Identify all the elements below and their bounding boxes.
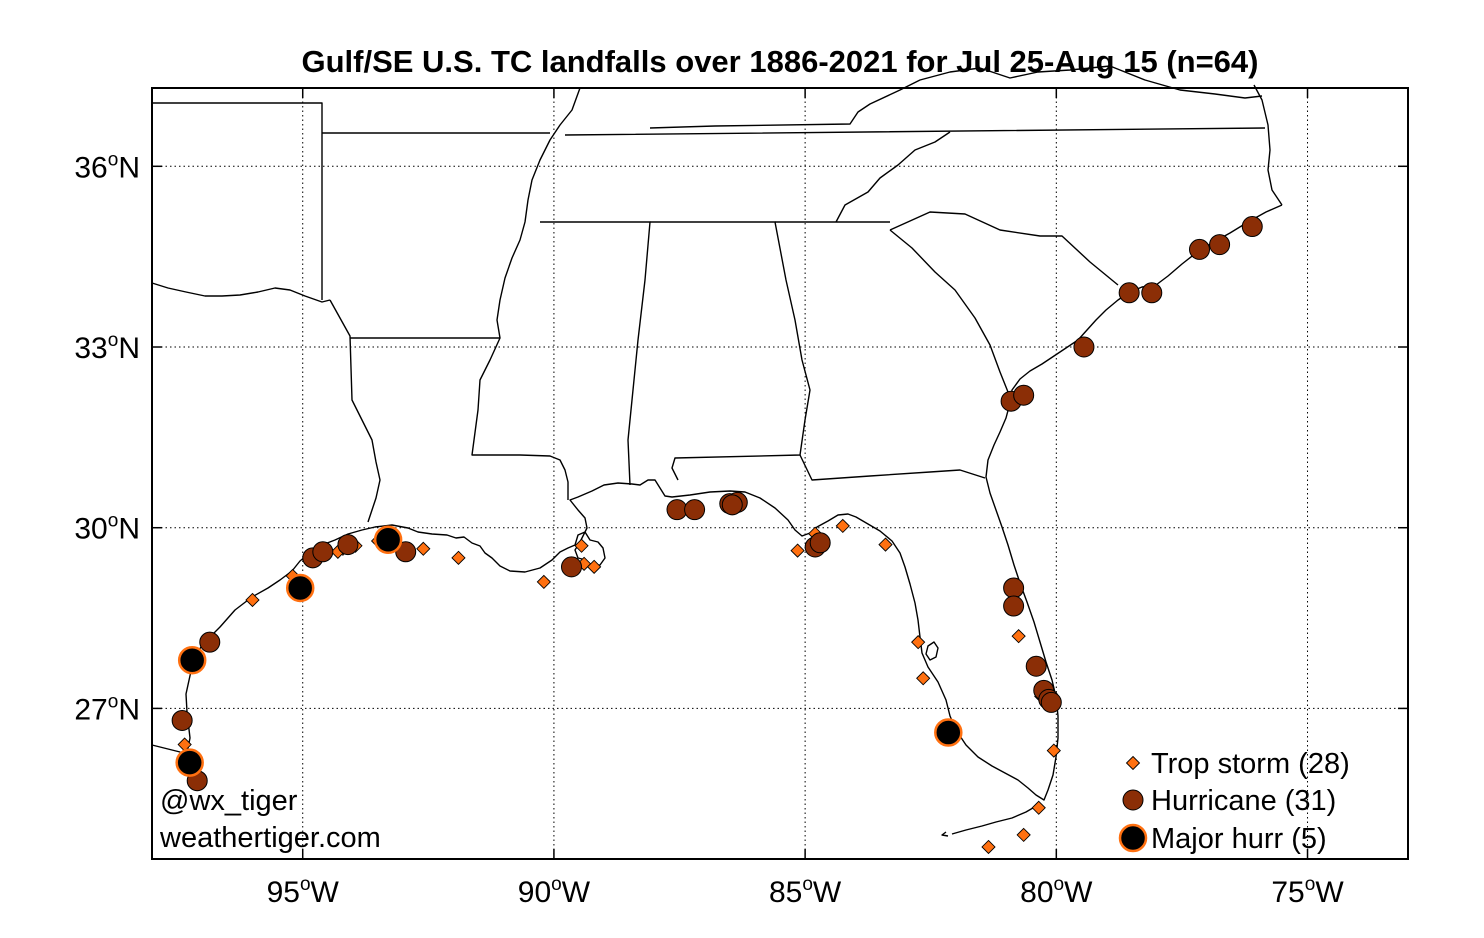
border-tn (564, 127, 1266, 223)
hemisphere-letter: N (118, 332, 140, 365)
legend-label: Trop storm (28) (1151, 748, 1350, 780)
legend-label: Major hurr (5) (1151, 823, 1327, 855)
border-al-ga (650, 221, 811, 481)
y-tick-label: 27oN (74, 691, 140, 726)
y-tick-label: 33oN (74, 330, 140, 365)
hurricane-marker (1025, 655, 1047, 677)
hemisphere-letter: W (311, 876, 340, 909)
hurricane-marker (666, 499, 688, 521)
degree-symbol: o (108, 691, 119, 712)
x-tick-label: 90oW (518, 874, 591, 909)
hurricane-marker (1118, 282, 1140, 304)
hemisphere-letter: W (1315, 876, 1344, 909)
hurricane-marker (312, 541, 334, 563)
lake-okeechobee (925, 641, 939, 661)
hurricane-marker (1141, 282, 1163, 304)
tropical-storm-marker (1016, 827, 1031, 843)
hemisphere-letter: W (813, 876, 842, 909)
y-tick-label: 30oN (74, 511, 140, 546)
tropical-storm-marker (416, 541, 431, 556)
hemisphere-letter: N (118, 693, 140, 726)
border-ga-sc (889, 229, 1009, 393)
tropical-storm-marker (536, 574, 552, 590)
hemisphere-letter: N (118, 151, 140, 184)
hurricane-marker (1241, 216, 1263, 238)
degree-symbol: o (108, 149, 119, 170)
border-nc-sc (889, 211, 1119, 286)
hurricane-marker (1013, 384, 1035, 406)
tropical-storm-marker (451, 550, 466, 565)
tropical-storm-marker (574, 538, 589, 553)
border-mississippi-river (471, 87, 581, 500)
major-hurricane-marker (175, 748, 204, 777)
hurricane-marker (171, 709, 193, 731)
border-tx-ok (152, 102, 550, 300)
x-tick-label: 80oW (1020, 874, 1093, 909)
degree-symbol: o (551, 874, 562, 895)
degree-symbol: o (1054, 874, 1065, 895)
legend-hurricane-marker (1122, 789, 1144, 811)
tropical-storm-marker (1031, 800, 1046, 815)
x-tick-label: 75oW (1271, 874, 1344, 909)
hemisphere-letter: W (1064, 876, 1093, 909)
border-tx-la (329, 299, 381, 523)
degree-symbol: o (108, 511, 119, 532)
y-tick-label: 36oN (74, 149, 140, 184)
major-hurricane-marker (285, 573, 315, 603)
hurricane-marker (337, 534, 359, 556)
tropical-storm-marker (916, 671, 931, 686)
hurricane-marker (1073, 336, 1095, 358)
tropical-storm-marker (790, 543, 805, 558)
graticule (152, 88, 1408, 859)
major-hurricane-marker (177, 645, 207, 675)
border-ky-va (649, 65, 1263, 129)
degree-symbol: o (108, 330, 119, 351)
map-frame (151, 87, 1409, 860)
hurricane-marker (1040, 691, 1062, 713)
axis-ticks: 95oW 90oW 85oW 80oW 75oW 27oN 30oN 33oN 36oN (74, 88, 1408, 909)
hemisphere-letter: W (562, 876, 591, 909)
coastlines-and-borders (151, 65, 1283, 837)
hurricane-marker (684, 499, 706, 521)
degree-symbol: o (802, 874, 813, 895)
tropical-storm-marker (586, 559, 602, 574)
hurricane-marker (199, 631, 221, 653)
tropical-storm-marker (878, 537, 893, 552)
coastline (151, 204, 1283, 801)
tropical-storm-marker (1046, 743, 1061, 758)
tropical-storm-marker (1011, 628, 1026, 644)
tropical-storm-marker (245, 592, 260, 608)
legend-major-hurricane-marker (1118, 823, 1148, 853)
tropical-storm-marker (835, 518, 850, 534)
border-ms-al (540, 221, 651, 486)
hurricane-marker (721, 494, 743, 516)
hurricane-marker (1003, 595, 1025, 617)
hurricane-marker (1189, 238, 1211, 260)
coastline-mid-atlantic (1253, 84, 1283, 206)
border-ga-fl (799, 454, 986, 481)
legend: Trop storm (28) Hurricane (31) Major hurr … (1118, 748, 1350, 855)
hurricane-marker (809, 532, 831, 554)
degree-symbol: o (300, 874, 311, 895)
hurricane-marker (1209, 234, 1231, 256)
tropical-storm-marker (911, 635, 926, 650)
x-tick-label: 95oW (267, 874, 340, 909)
major-hurricane-marker (934, 718, 963, 747)
mexico-border (151, 282, 331, 303)
major-hurricane-marker (373, 525, 403, 555)
degree-symbol: o (1305, 874, 1316, 895)
chart-title: Gulf/SE U.S. TC landfalls over 1886-2021… (301, 44, 1258, 79)
legend-tropical-storm-marker (1125, 755, 1141, 771)
legend-label: Hurricane (31) (1151, 785, 1336, 817)
x-tick-label: 85oW (769, 874, 842, 909)
florida-keys (941, 804, 1039, 837)
tropical-storm-marker (981, 839, 996, 855)
hurricane-marker (561, 556, 583, 578)
credit-website: weathertiger.com (159, 822, 381, 854)
hurricane-marker (1003, 577, 1025, 599)
landfall-markers (171, 216, 1263, 855)
credit-handle: @wx_tiger (160, 785, 298, 817)
hemisphere-letter: N (118, 513, 140, 546)
